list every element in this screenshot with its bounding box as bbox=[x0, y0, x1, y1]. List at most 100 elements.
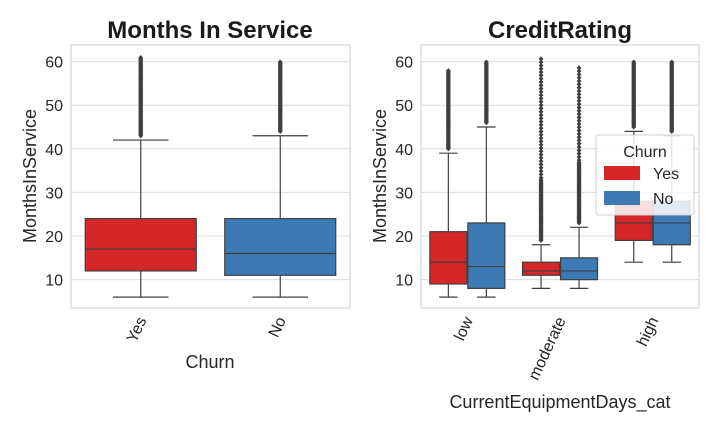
outlier-point bbox=[538, 135, 544, 141]
outlier-point bbox=[538, 148, 544, 154]
outlier-point bbox=[538, 56, 544, 62]
outlier-point bbox=[538, 165, 544, 171]
x-axis-label-left: Churn bbox=[185, 352, 234, 372]
box-yes-iqr bbox=[84, 217, 197, 272]
box-no bbox=[224, 59, 337, 298]
box-moderate-yes-outliers bbox=[538, 56, 544, 243]
outlier-point bbox=[538, 122, 544, 128]
x-tick-label-no: No bbox=[266, 314, 290, 340]
outlier-point bbox=[576, 154, 582, 160]
outlier-point bbox=[538, 62, 544, 69]
x-tick-label-low: low bbox=[451, 314, 477, 343]
outlier-point bbox=[576, 94, 582, 101]
outlier-point bbox=[631, 59, 637, 65]
y-tick-label-10: 10 bbox=[45, 273, 63, 290]
outlier-point bbox=[538, 168, 544, 174]
legend-label-yes: Yes bbox=[653, 166, 679, 183]
outlier-point bbox=[576, 118, 582, 124]
x-ticks-right: low moderate high bbox=[451, 314, 662, 383]
outlier-point bbox=[538, 118, 544, 125]
boxes-left bbox=[84, 55, 337, 298]
outlier-point bbox=[538, 72, 544, 78]
legend-swatch-yes bbox=[604, 166, 640, 180]
outlier-point bbox=[538, 102, 544, 108]
box-yes-outliers bbox=[138, 55, 144, 139]
y-tick-label-60: 60 bbox=[395, 55, 413, 72]
outlier-point bbox=[576, 147, 582, 153]
outlier-point bbox=[576, 144, 582, 150]
outlier-point bbox=[576, 111, 582, 117]
x-tick-label-moderate: moderate bbox=[526, 314, 570, 383]
chart-title-left: Months In Service bbox=[107, 17, 312, 44]
outlier-point bbox=[576, 65, 582, 71]
box-high-yes-outliers bbox=[631, 59, 637, 130]
outlier-point bbox=[538, 82, 544, 88]
y-axis-label-right: MonthsInService bbox=[370, 109, 390, 243]
outlier-point bbox=[576, 127, 582, 134]
outlier-point bbox=[576, 151, 582, 157]
chart-panel-months-in-service: 10 20 30 40 50 60 Yes No Months In Service Chu… bbox=[20, 17, 351, 372]
box-yes bbox=[84, 55, 197, 298]
y-tick-label-20: 20 bbox=[45, 229, 63, 246]
outlier-point bbox=[576, 88, 582, 94]
outlier-point bbox=[277, 59, 283, 65]
x-axis-label-right: CurrentEquipmentDays_cat bbox=[449, 392, 670, 413]
outlier-point bbox=[538, 89, 544, 95]
box-high-no-outliers bbox=[669, 59, 675, 134]
legend-label-no: No bbox=[653, 191, 674, 208]
outlier-point bbox=[576, 137, 582, 144]
outlier-point bbox=[538, 145, 544, 151]
y-tick-label-30: 30 bbox=[45, 185, 63, 202]
outlier-point bbox=[576, 108, 582, 114]
outlier-point bbox=[538, 175, 544, 181]
y-tick-label-10: 10 bbox=[395, 273, 413, 290]
y-ticks-left: 10 20 30 40 50 60 bbox=[45, 55, 63, 290]
outlier-point bbox=[538, 155, 544, 161]
box-moderate-yes-iqr bbox=[521, 261, 561, 276]
outlier-point bbox=[538, 158, 544, 164]
outlier-point bbox=[538, 125, 544, 131]
y-tick-label-40: 40 bbox=[45, 142, 63, 159]
legend-swatch-no bbox=[604, 191, 640, 205]
y-tick-label-20: 20 bbox=[395, 229, 413, 246]
box-low-no bbox=[467, 59, 506, 298]
y-tick-label-60: 60 bbox=[45, 55, 63, 72]
chart-panel-credit-rating: 10 20 30 40 50 60 low moderate high CreditRatin… bbox=[370, 17, 700, 413]
outlier-point bbox=[538, 115, 544, 121]
outlier-point bbox=[669, 59, 675, 65]
chart-title-right: CreditRating bbox=[488, 17, 632, 44]
outlier-point bbox=[538, 171, 544, 177]
outlier-point bbox=[576, 81, 582, 87]
outlier-point bbox=[483, 59, 489, 65]
outlier-point bbox=[538, 105, 544, 111]
outlier-point bbox=[576, 71, 582, 78]
outlier-point bbox=[576, 75, 582, 81]
box-no-iqr bbox=[224, 217, 337, 276]
legend-title: Churn bbox=[623, 144, 667, 161]
x-tick-label-yes: Yes bbox=[124, 315, 150, 346]
y-tick-label-50: 50 bbox=[45, 98, 63, 115]
outlier-point bbox=[576, 131, 582, 137]
outlier-point bbox=[576, 98, 582, 104]
box-moderate-no-iqr bbox=[559, 257, 599, 281]
outlier-point bbox=[576, 157, 582, 163]
y-ticks-right: 10 20 30 40 50 60 bbox=[395, 55, 413, 290]
outlier-point bbox=[445, 68, 451, 74]
legend: Churn Yes No bbox=[595, 134, 695, 216]
y-tick-label-40: 40 bbox=[395, 142, 413, 159]
outlier-point bbox=[538, 92, 544, 98]
outlier-point bbox=[576, 134, 582, 140]
outlier-point bbox=[538, 109, 544, 115]
x-ticks-left: Yes No bbox=[124, 314, 290, 345]
outlier-point bbox=[538, 95, 544, 102]
outlier-point bbox=[538, 132, 544, 138]
outlier-point bbox=[538, 69, 544, 75]
outlier-point bbox=[538, 142, 544, 148]
box-low-no-iqr bbox=[467, 222, 506, 289]
x-tick-label-high: high bbox=[634, 315, 662, 350]
box-moderate-yes bbox=[521, 56, 561, 289]
outlier-point bbox=[538, 76, 544, 82]
box-moderate-no bbox=[559, 65, 599, 289]
y-axis-label-left: MonthsInService bbox=[20, 109, 40, 243]
